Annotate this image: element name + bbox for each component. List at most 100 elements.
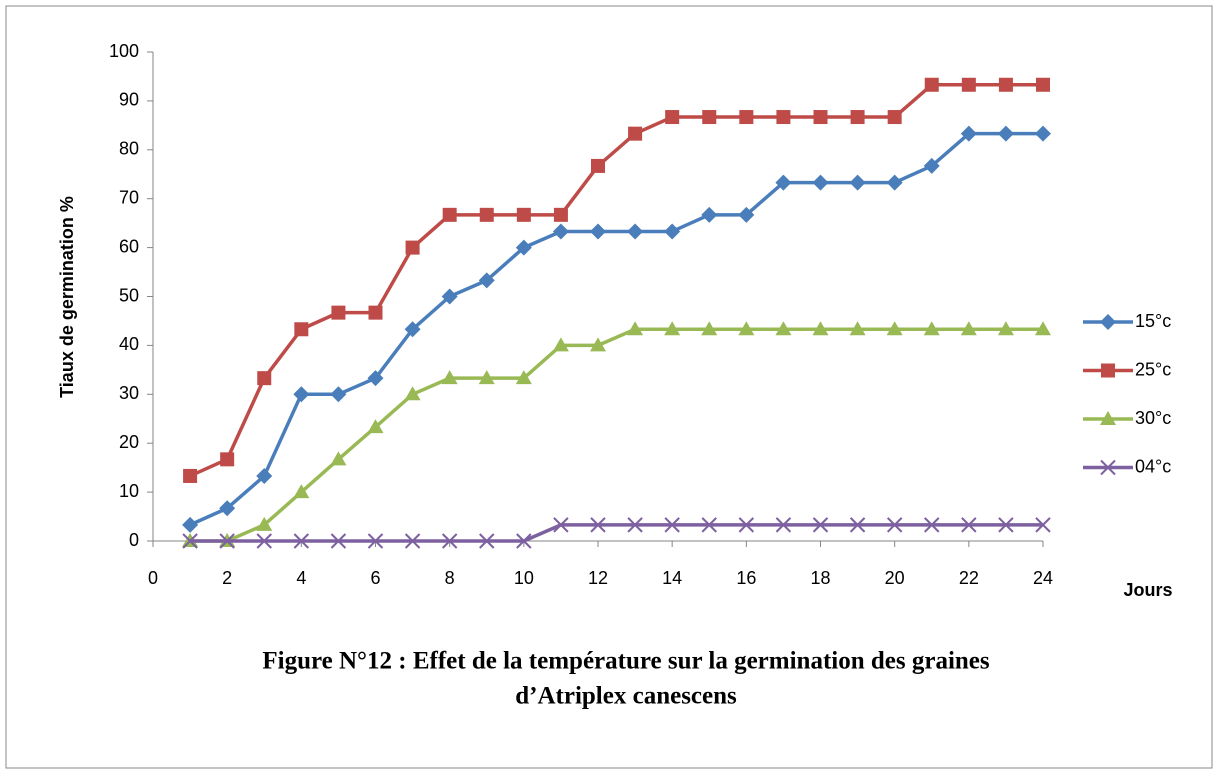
marker xyxy=(256,516,273,531)
x-axis-label: Jours xyxy=(1123,580,1172,600)
marker xyxy=(627,223,644,240)
marker xyxy=(515,370,532,385)
marker xyxy=(219,533,235,549)
marker xyxy=(775,517,792,533)
marker xyxy=(998,77,1013,92)
marker xyxy=(849,174,866,191)
x-tick-label: 10 xyxy=(514,568,534,588)
x-tick-label: 16 xyxy=(736,568,756,588)
marker xyxy=(924,77,939,92)
marker xyxy=(515,239,532,256)
marker xyxy=(367,370,384,387)
marker xyxy=(256,467,273,484)
y-tick-label: 80 xyxy=(119,139,139,159)
x-tick-label: 4 xyxy=(296,568,306,588)
marker xyxy=(478,272,495,289)
marker xyxy=(220,452,235,467)
marker xyxy=(628,126,643,141)
marker xyxy=(590,223,606,240)
marker xyxy=(404,321,421,338)
marker xyxy=(293,386,310,403)
marker xyxy=(1101,363,1115,378)
marker xyxy=(293,533,310,549)
marker xyxy=(701,517,717,533)
marker xyxy=(441,370,458,385)
marker xyxy=(404,533,421,549)
marker xyxy=(998,517,1014,533)
marker xyxy=(775,174,792,191)
y-tick-label: 30 xyxy=(119,383,139,403)
marker xyxy=(293,484,310,499)
marker xyxy=(664,223,681,240)
marker xyxy=(441,533,458,549)
x-tick-label: 6 xyxy=(370,568,380,588)
y-axis-label: Tiaux de germination % xyxy=(57,196,77,398)
marker xyxy=(923,321,940,336)
x-tick-label: 24 xyxy=(1033,568,1053,588)
marker xyxy=(367,533,384,549)
marker xyxy=(516,533,532,549)
x-tick-label: 22 xyxy=(959,568,979,588)
marker xyxy=(960,321,977,336)
y-tick-label: 50 xyxy=(119,285,139,305)
marker xyxy=(812,517,829,533)
marker xyxy=(479,533,495,549)
marker xyxy=(1036,77,1050,92)
marker xyxy=(812,321,829,336)
y-tick-label: 20 xyxy=(119,432,139,452)
marker xyxy=(182,533,198,549)
x-tick-label: 12 xyxy=(588,568,608,588)
x-tick-label: 0 xyxy=(148,568,158,588)
marker xyxy=(1035,321,1051,336)
marker xyxy=(591,158,605,173)
chart-title: d’Atriplex canescens xyxy=(515,683,737,710)
marker xyxy=(183,468,198,483)
x-tick-label: 18 xyxy=(810,568,830,588)
legend-label: 15°c xyxy=(1135,311,1171,331)
chart-title: Figure N°12 : Effet de la température su… xyxy=(262,648,990,675)
marker xyxy=(849,321,866,336)
x-tick-label: 2 xyxy=(222,568,232,588)
y-tick-label: 10 xyxy=(119,481,139,501)
marker xyxy=(553,517,569,533)
marker xyxy=(702,110,717,125)
marker xyxy=(330,451,347,466)
marker xyxy=(553,207,568,222)
marker xyxy=(552,337,569,352)
marker xyxy=(479,207,494,222)
marker xyxy=(664,517,680,533)
legend-label: 30°c xyxy=(1135,408,1171,428)
marker xyxy=(256,533,272,549)
marker xyxy=(1035,517,1051,533)
marker xyxy=(182,516,199,533)
marker xyxy=(368,305,383,320)
marker xyxy=(1100,314,1116,330)
marker xyxy=(961,77,976,92)
marker xyxy=(516,207,531,222)
marker xyxy=(886,517,903,533)
marker xyxy=(775,321,792,336)
marker xyxy=(887,110,902,125)
marker xyxy=(997,321,1014,336)
marker xyxy=(219,500,236,517)
marker xyxy=(478,370,495,385)
legend-label: 04°c xyxy=(1135,456,1171,476)
marker xyxy=(924,517,940,533)
marker xyxy=(960,125,977,142)
marker xyxy=(739,110,754,125)
marker xyxy=(404,386,421,401)
legend-label: 25°c xyxy=(1135,359,1171,379)
marker xyxy=(738,321,755,336)
y-tick-label: 90 xyxy=(119,90,139,110)
marker xyxy=(776,110,791,125)
marker xyxy=(664,321,681,336)
marker xyxy=(886,321,903,336)
marker xyxy=(1100,459,1116,476)
marker xyxy=(923,157,940,174)
marker xyxy=(590,517,606,533)
y-tick-label: 70 xyxy=(119,187,139,207)
marker xyxy=(665,110,680,125)
marker xyxy=(813,110,828,125)
marker xyxy=(961,517,977,533)
